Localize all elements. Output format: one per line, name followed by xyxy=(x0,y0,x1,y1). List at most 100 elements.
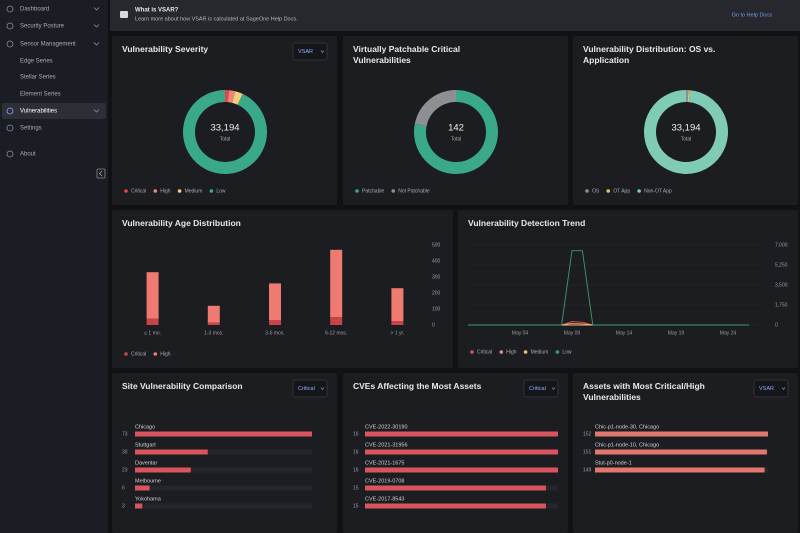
bar-segment xyxy=(207,305,220,323)
sidebar-item[interactable]: Stellar Series xyxy=(20,75,56,81)
y-tick-label: 300 xyxy=(432,274,441,280)
banner-icon xyxy=(120,11,128,18)
center-label: Total xyxy=(220,136,231,142)
row-value: 16 xyxy=(353,449,359,455)
sidebar xyxy=(0,0,108,533)
dropdown[interactable] xyxy=(523,379,559,398)
dropdown[interactable] xyxy=(292,379,328,398)
row-label: Chic-p1-node-30, Chicago xyxy=(595,424,659,430)
y-tick-label: 5,250 xyxy=(775,262,788,268)
sidebar-chevron xyxy=(93,7,100,11)
collapse-button[interactable] xyxy=(96,168,106,179)
x-tick-label: May 24 xyxy=(720,330,737,336)
y-tick-label: 0 xyxy=(775,322,778,328)
sidebar-item[interactable]: Sensor Management xyxy=(20,42,76,48)
bar xyxy=(365,467,558,473)
dropdown-chevron xyxy=(320,387,325,390)
row-value: 3 xyxy=(122,503,125,509)
y-tick-label: 100 xyxy=(432,306,441,312)
sidebar-item[interactable]: Dashboard xyxy=(20,7,49,13)
x-tick-label: May 19 xyxy=(668,330,685,336)
donut-segment xyxy=(183,90,267,174)
sidebar-item[interactable]: Vulnerabilities xyxy=(20,109,57,115)
legend-swatch xyxy=(153,352,158,356)
legend-label: Low xyxy=(562,349,572,355)
panel-title: Vulnerability Severity xyxy=(122,44,209,54)
panel-title-box: Vulnerability Severity xyxy=(122,44,209,54)
sidebar-icon xyxy=(6,107,14,115)
bar xyxy=(365,431,558,437)
bar-track xyxy=(135,467,312,473)
bar-segment xyxy=(269,283,281,321)
row-label: Chic-p1-node-10, Chicago xyxy=(595,442,659,448)
panel xyxy=(573,36,798,205)
panel xyxy=(112,210,453,368)
dropdown[interactable] xyxy=(292,42,328,61)
dropdown-label[interactable]: Critical xyxy=(529,386,546,392)
row-value: 6 xyxy=(122,485,125,491)
bar xyxy=(135,503,143,509)
sidebar-item[interactable]: Element Series xyxy=(20,92,61,98)
banner-title: What is VSAR? xyxy=(135,8,179,14)
x-tick-label: > 1 yr. xyxy=(391,330,405,336)
panel-title-box: Vulnerability Age Distribution xyxy=(122,218,241,228)
legend-label: Non-OT App xyxy=(644,188,672,194)
sidebar-item[interactable]: Settings xyxy=(20,126,42,132)
row-value: 15 xyxy=(353,485,359,491)
x-tick-label: May 14 xyxy=(616,330,633,336)
sidebar-chevron xyxy=(93,42,100,46)
bar-segment xyxy=(207,322,220,325)
row-value: 73 xyxy=(122,431,128,437)
sidebar-chevron xyxy=(93,24,100,28)
legend-swatch xyxy=(555,350,560,354)
bar xyxy=(135,449,208,455)
row-label: CVE-2017-8543 xyxy=(365,496,404,502)
bar xyxy=(365,503,546,509)
dropdown-label[interactable]: Critical xyxy=(298,386,315,392)
trend-line xyxy=(468,250,749,326)
x-tick-label: 6-12 mos. xyxy=(325,330,347,336)
bar-segment xyxy=(269,320,281,325)
legend-label: Medium xyxy=(531,349,549,355)
sidebar-item[interactable]: About xyxy=(20,152,36,158)
row-value: 149 xyxy=(583,467,592,473)
legend-label: High xyxy=(506,349,517,355)
legend-label: Medium xyxy=(185,188,203,194)
panel-title: CVEs Affecting the Most Assets xyxy=(353,381,482,391)
y-tick-label: 1,750 xyxy=(775,302,788,308)
center-value: 142 xyxy=(448,123,464,134)
bar xyxy=(135,431,312,437)
sidebar-item[interactable]: Edge Series xyxy=(20,59,53,65)
banner-link[interactable]: Go to Help Docs xyxy=(732,12,773,18)
bar-track xyxy=(135,485,312,491)
legend-swatch xyxy=(470,350,474,354)
y-tick-label: 0 xyxy=(432,322,435,328)
bar-track xyxy=(135,503,312,509)
legend-swatch xyxy=(523,350,528,354)
row-label: Melbourne xyxy=(135,478,161,484)
dropdown-label[interactable]: VSAR xyxy=(298,49,313,55)
x-tick-label: ≤ 1 mo. xyxy=(144,330,161,336)
row-label: CVE-2022-30190 xyxy=(365,424,408,430)
row-value: 16 xyxy=(353,467,359,473)
legend-swatch xyxy=(391,189,396,193)
dropdown-label[interactable]: VSAR xyxy=(759,386,774,392)
donut-segment xyxy=(232,91,243,105)
legend-swatch xyxy=(637,189,641,193)
legend-swatch xyxy=(177,189,182,193)
row-value: 16 xyxy=(353,431,359,437)
legend-label: Critical xyxy=(131,351,146,357)
sidebar-highlight xyxy=(2,103,106,119)
x-tick-label: May 04 xyxy=(512,330,529,336)
row-value: 23 xyxy=(122,467,128,473)
panel-title: Vulnerability Age Distribution xyxy=(122,218,241,228)
row-label: Stut-p0-node-1 xyxy=(595,460,632,466)
sidebar-item[interactable]: Security Posture xyxy=(20,24,65,30)
x-tick-label: 3-6 mos. xyxy=(265,330,284,336)
row-value: 30 xyxy=(122,449,128,455)
panel-title: Virtually Patchable Critical Vulnerabili… xyxy=(353,44,461,65)
row-label: CVE-2019-0708 xyxy=(365,478,404,484)
dropdown[interactable] xyxy=(753,379,789,398)
y-tick-label: 3,500 xyxy=(775,282,788,288)
